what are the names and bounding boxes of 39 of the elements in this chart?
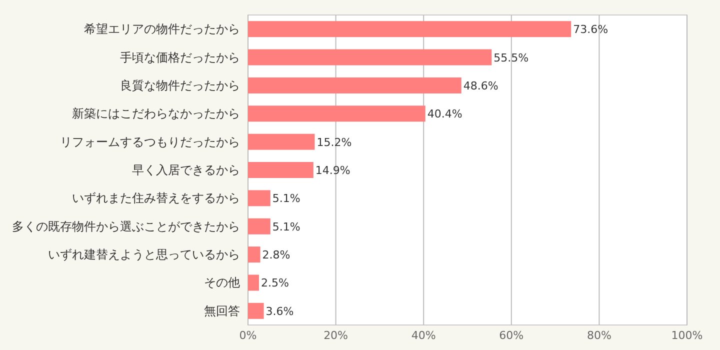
data-label: 2.8%	[262, 248, 290, 262]
x-tick-label: 100%	[671, 329, 703, 342]
y-tick-label: その他	[204, 276, 240, 290]
bar	[248, 246, 260, 263]
data-label: 14.9%	[315, 164, 350, 177]
y-tick-label: いずれまた住み替えをするから	[72, 191, 240, 206]
y-tick-label: 良質な物件だったから	[120, 78, 240, 92]
y-tick-label: 多くの既存物件から選ぶことができたから	[12, 219, 240, 234]
y-tick-label: リフォームするつもりだったから	[60, 134, 240, 149]
bar	[248, 21, 572, 38]
data-label: 15.2%	[316, 136, 352, 149]
y-tick-label: 早く入居できるから	[132, 163, 240, 177]
bar	[248, 190, 270, 206]
y-tick-label: いずれ建替えようと思っているから	[48, 248, 240, 262]
x-tick-label: 40%	[411, 329, 436, 342]
bar	[248, 274, 259, 291]
bar	[248, 134, 315, 150]
data-label: 55.5%	[494, 51, 529, 64]
x-tick-label: 60%	[499, 329, 524, 342]
x-tick-label: 80%	[586, 329, 612, 342]
data-label: 5.1%	[272, 220, 300, 234]
data-label: 48.6%	[463, 79, 498, 92]
y-tick-label: 無回答	[204, 304, 240, 318]
x-tick-label: 20%	[324, 329, 348, 342]
data-label: 40.4%	[427, 108, 462, 121]
data-label: 5.1%	[272, 192, 300, 206]
data-label: 73.6%	[573, 23, 608, 36]
bar	[248, 162, 314, 178]
y-tick-label: 手頃な価格だったから	[120, 50, 240, 64]
bar	[248, 218, 270, 234]
bar	[248, 106, 426, 122]
y-tick-label: 希望エリアの物件だったから	[84, 22, 240, 36]
data-label: 2.5%	[260, 276, 289, 290]
bar	[248, 49, 492, 66]
y-tick-label: 新築にはこだわらなかったから	[72, 106, 240, 121]
bar	[248, 302, 264, 319]
data-label: 3.6%	[266, 304, 294, 318]
x-tick-label: 0%	[239, 329, 257, 342]
bar	[248, 77, 462, 94]
